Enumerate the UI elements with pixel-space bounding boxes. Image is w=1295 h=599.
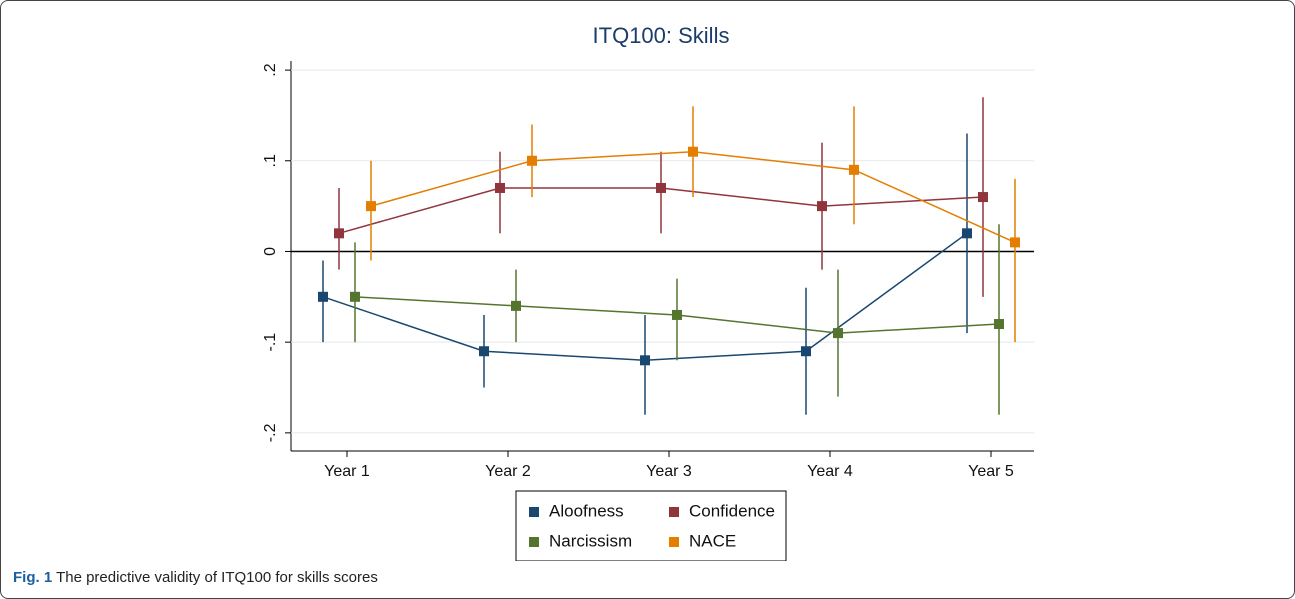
legend-box [515,490,787,562]
y-tick-label: .2 [262,63,279,76]
y-tick-label: .1 [262,154,279,167]
chart-title: ITQ100: Skills [593,23,730,48]
x-tick-label: Year 5 [968,463,1014,480]
caption-label: Fig. 1 [13,569,53,586]
legend-label: Confidence [689,501,775,520]
caption-text: The predictive validity of ITQ100 for sk… [56,569,378,586]
marker [366,201,376,212]
chart: ITQ100: Skills -.2 -.1 0 .1 .2 Year 1 Year 2 Ye… [262,23,1034,562]
marker [994,319,1004,330]
marker [672,309,682,320]
marker [656,182,666,193]
marker [849,164,859,175]
marker [511,300,521,311]
x-tick-label: Year 4 [807,463,853,480]
legend-swatch [669,537,679,547]
marker [495,182,505,193]
x-tick-label: Year 2 [485,463,531,480]
marker [817,201,827,212]
marker [978,192,988,203]
marker [479,346,489,357]
marker [833,328,843,339]
legend-label: Narcissism [549,531,632,550]
legend-swatch [669,507,679,517]
legend-swatch [529,537,539,547]
marker [334,228,344,239]
x-tick-label: Year 1 [324,463,370,480]
marker [801,346,811,357]
marker [318,291,328,302]
marker [688,146,698,157]
marker [350,291,360,302]
y-tick-label: -.2 [262,423,279,442]
legend-swatch [529,507,539,517]
marker [1010,237,1020,248]
y-tick-label: 0 [262,247,279,256]
x-tick-label: Year 3 [646,463,692,480]
legend-label: NACE [689,531,736,550]
marker [962,228,972,239]
marker [527,155,537,166]
caption: Fig. 1 The predictive validity of ITQ100… [13,569,378,586]
marker [640,355,650,366]
y-tick-label: -.1 [262,333,279,352]
legend-label: Aloofness [549,501,624,520]
